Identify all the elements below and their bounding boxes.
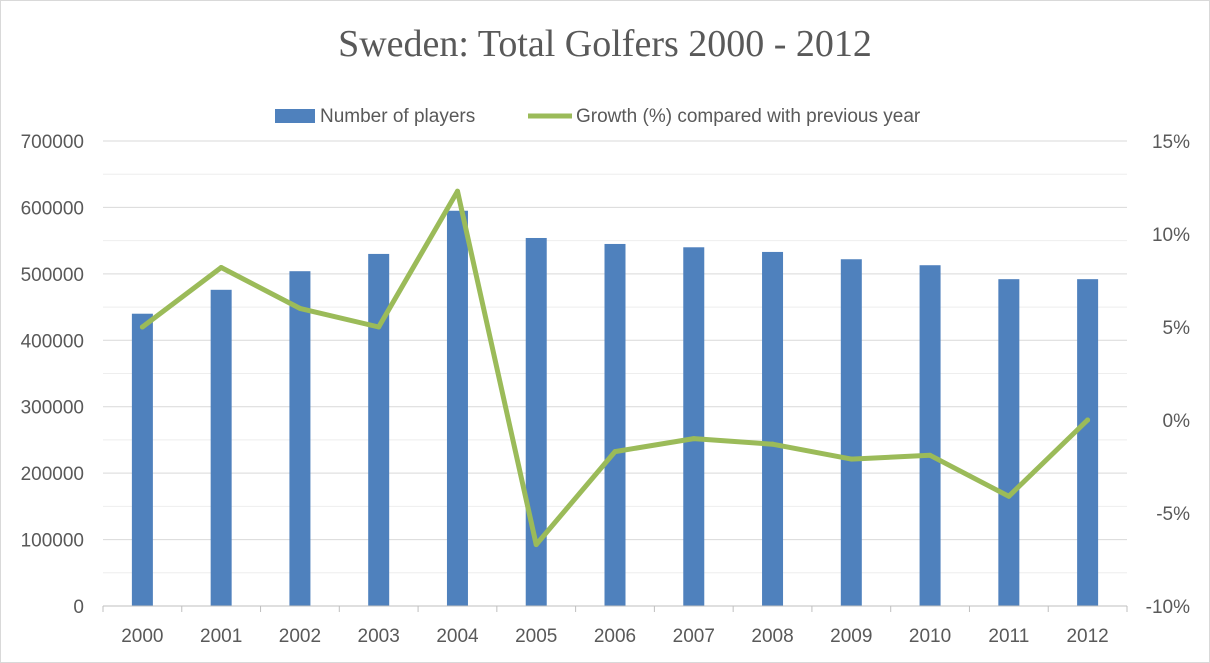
chart-title: Sweden: Total Golfers 2000 - 2012	[338, 23, 872, 65]
x-axis-tick-labels: 2000 2001 2002 2003 2004 2005 2006 2007 2008 2009…	[121, 626, 1109, 647]
x-tick-label: 2002	[279, 626, 321, 647]
growth-point-2002	[297, 305, 303, 311]
bar-2008	[762, 251, 784, 606]
left-tick-label: 100000	[21, 531, 84, 552]
x-tick-label: 2005	[515, 626, 557, 647]
right-tick-label: 10%	[1152, 225, 1190, 246]
right-tick-label: 0%	[1163, 411, 1191, 432]
x-tick-label: 2000	[121, 626, 163, 647]
bar-2007	[683, 247, 705, 607]
left-tick-label: 400000	[21, 331, 84, 352]
legend-label-number-of-players: Number of players	[320, 106, 475, 127]
left-tick-label: 700000	[21, 132, 84, 153]
left-axis-tick-labels: 0 100000 200000 300000 400000 500000 600000 700…	[21, 132, 84, 618]
bar-series-number-of-players	[131, 210, 1099, 607]
growth-point-2011	[1006, 493, 1012, 499]
x-tick-label: 2004	[436, 626, 479, 647]
legend-label-growth: Growth (%) compared with previous year	[576, 106, 921, 127]
right-tick-label: 15%	[1152, 132, 1190, 153]
x-tick-label: 2012	[1066, 626, 1108, 647]
left-tick-label: 500000	[21, 265, 84, 286]
growth-point-2001	[218, 264, 224, 270]
bar-2004	[446, 210, 468, 606]
x-tick-label: 2001	[200, 626, 242, 647]
x-tick-label: 2009	[830, 626, 872, 647]
bar-2011	[998, 279, 1020, 606]
line-series-growth	[139, 188, 1091, 548]
growth-point-2012	[1085, 417, 1091, 423]
growth-point-2010	[927, 452, 933, 458]
legend-background	[260, 98, 960, 134]
bar-2009	[840, 259, 862, 606]
x-tick-label: 2003	[358, 626, 400, 647]
x-tick-label: 2011	[988, 626, 1029, 647]
x-tick-label: 2007	[673, 626, 715, 647]
growth-point-2008	[770, 441, 776, 447]
left-tick-label: 600000	[21, 198, 84, 219]
bar-2002	[289, 271, 311, 606]
bar-2000	[131, 313, 153, 606]
bar-2012	[1077, 279, 1099, 606]
bar-2005	[525, 237, 547, 606]
right-tick-label: -10%	[1146, 597, 1190, 618]
left-tick-label: 0	[73, 597, 84, 618]
bar-2001	[210, 289, 232, 606]
growth-point-2007	[691, 436, 697, 442]
x-tick-label: 2010	[909, 626, 951, 647]
bar-2006	[604, 243, 626, 606]
axes	[102, 605, 1128, 612]
growth-point-2006	[612, 449, 618, 455]
legend: Number of players Growth (%) compared wi…	[260, 98, 960, 134]
left-tick-label: 300000	[21, 398, 84, 419]
bar-2003	[368, 253, 390, 606]
right-axis-tick-labels: -10% -5% 0% 5% 10% 15%	[1146, 132, 1190, 618]
growth-point-2004	[454, 188, 460, 194]
growth-point-2005	[533, 542, 539, 548]
legend-swatch-number-of-players	[275, 109, 315, 123]
x-tick-label: 2008	[751, 626, 793, 647]
growth-point-2000	[139, 324, 145, 330]
right-tick-label: 5%	[1163, 318, 1191, 339]
left-tick-label: 200000	[21, 464, 84, 485]
growth-point-2009	[848, 456, 854, 462]
growth-point-2003	[376, 324, 382, 330]
bar-2010	[919, 265, 941, 606]
right-tick-label: -5%	[1156, 504, 1190, 525]
x-tick-label: 2006	[594, 626, 636, 647]
